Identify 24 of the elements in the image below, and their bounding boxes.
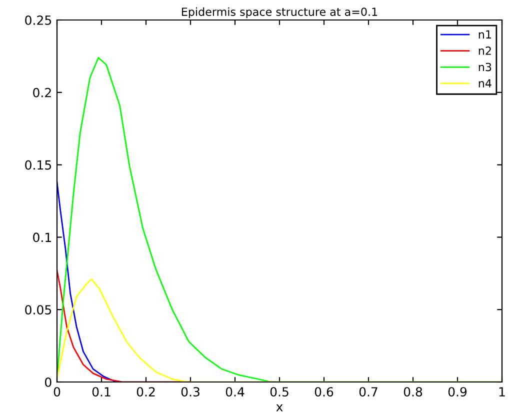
line-series bbox=[57, 181, 117, 382]
x-tick-label: 0.5 bbox=[270, 387, 288, 397]
legend-label: n2 bbox=[478, 46, 491, 55]
x-tick-label: 0.7 bbox=[359, 387, 378, 397]
legend-label: n4 bbox=[478, 79, 492, 88]
x-tick-label: 0.2 bbox=[136, 387, 155, 397]
y-tick-label: 0.2 bbox=[33, 88, 51, 98]
y-tick-label: 0.25 bbox=[25, 15, 52, 25]
y-tick-label: 0.1 bbox=[33, 232, 51, 242]
x-tick-label: 0 bbox=[54, 387, 60, 397]
y-tick-label: 0.05 bbox=[25, 305, 52, 315]
x-tick-label: 0.9 bbox=[448, 387, 467, 397]
x-tick-label: 0.6 bbox=[314, 387, 334, 397]
x-tick-label: 0.1 bbox=[92, 387, 110, 397]
x-tick-label: 0.8 bbox=[404, 387, 422, 397]
x-tick-label: 0.4 bbox=[226, 387, 244, 397]
x-tick-label: 1 bbox=[499, 387, 505, 396]
legend-label: n3 bbox=[478, 62, 492, 72]
x-tick-label: 0.3 bbox=[181, 387, 200, 397]
chart-title: Epidermis space structure at a=0.1 bbox=[182, 7, 378, 18]
y-tick-label: 0 bbox=[45, 377, 52, 387]
legend-label: n1 bbox=[478, 30, 491, 38]
x-axis-title: x bbox=[276, 404, 283, 412]
y-tick-label: 0.15 bbox=[25, 160, 52, 170]
